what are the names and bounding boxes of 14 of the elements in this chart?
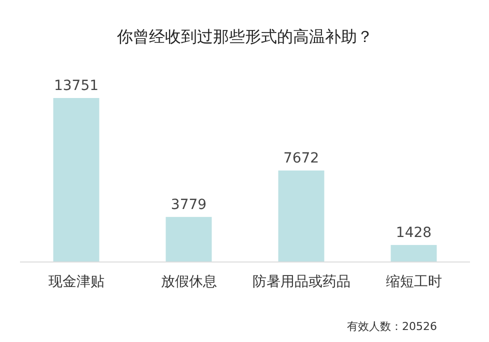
data-label: 1428 [396,224,432,241]
data-label: 3779 [170,196,207,213]
x-tick-label: 缩短工时 [386,274,442,290]
bar [390,244,437,262]
text: 有效人数：20526 [347,320,437,333]
bar [278,170,324,262]
x-tick-label: 现金津贴 [48,274,104,290]
bar [166,216,212,262]
x-tick-label: 放假休息 [160,274,217,290]
bar [53,98,100,262]
chart-title: 你曾经收到过那些形式的高温补助？ [116,27,373,46]
data-label: 13751 [54,78,99,94]
x-tick-label: 防暑用品或药品 [252,274,350,290]
data-label: 7672 [283,150,320,166]
